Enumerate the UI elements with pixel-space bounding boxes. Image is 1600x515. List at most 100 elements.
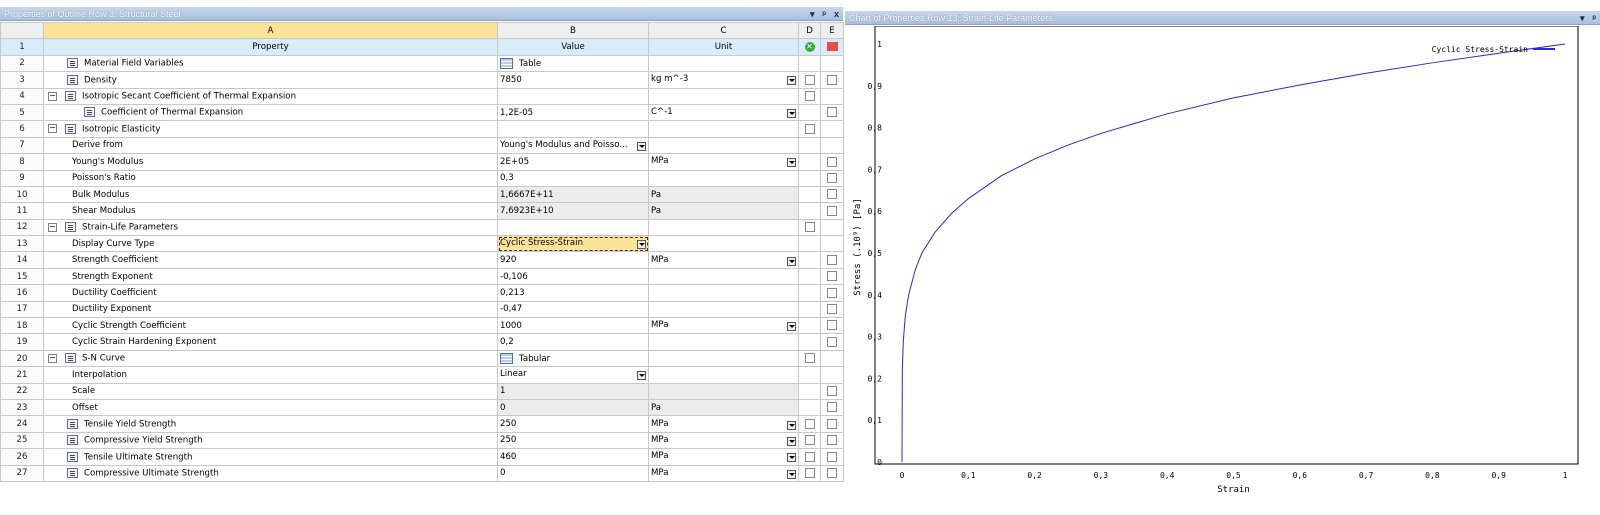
- checkbox-cell-e[interactable]: [820, 284, 844, 302]
- table-row[interactable]: 22 Scale 1: [0, 382, 844, 400]
- checkbox-cell-d[interactable]: [798, 103, 821, 122]
- property-cell[interactable]: − Isotropic Elasticity: [43, 120, 498, 138]
- checkbox[interactable]: [804, 91, 815, 101]
- checkbox-cell-e[interactable]: [820, 398, 844, 417]
- checkbox[interactable]: [804, 418, 815, 429]
- unit-cell[interactable]: Pa: [648, 398, 799, 417]
- pin-icon[interactable]: ᵖ: [822, 9, 826, 19]
- unit-cell[interactable]: MPa: [648, 153, 799, 171]
- checkbox[interactable]: [827, 74, 837, 85]
- property-cell[interactable]: Compressive Ultimate Strength: [43, 464, 498, 482]
- checkbox[interactable]: [804, 74, 815, 85]
- checkbox[interactable]: [827, 386, 837, 397]
- unit-cell[interactable]: MPa: [648, 431, 799, 450]
- value-cell[interactable]: 7850: [497, 71, 649, 89]
- unit-cell[interactable]: [648, 267, 799, 286]
- table-row[interactable]: 3 Density 7850 kg m^-3: [0, 71, 844, 89]
- checkbox-cell-d[interactable]: [798, 464, 821, 482]
- property-cell[interactable]: Strength Coefficient: [43, 251, 498, 269]
- checkbox[interactable]: [804, 123, 815, 134]
- property-cell[interactable]: Poisson's Ratio: [43, 169, 498, 187]
- checkbox-cell-d[interactable]: [798, 54, 821, 73]
- checkbox-cell-d[interactable]: [798, 71, 821, 89]
- property-cell[interactable]: Tensile Yield Strength: [43, 415, 498, 433]
- table-row[interactable]: 14 Strength Coefficient 920 MPa: [0, 251, 844, 269]
- checkbox-cell-e[interactable]: [820, 317, 844, 335]
- checkbox-cell-d[interactable]: [798, 415, 821, 433]
- property-cell[interactable]: Offset: [43, 398, 498, 417]
- checkbox-cell-d[interactable]: [798, 251, 821, 269]
- checkbox[interactable]: [827, 402, 837, 413]
- checkbox-cell-e[interactable]: [820, 251, 844, 269]
- property-cell[interactable]: Compressive Yield Strength: [43, 431, 498, 450]
- table-row[interactable]: 10 Bulk Modulus 1,6667E+11 Pa: [0, 185, 844, 204]
- checkbox[interactable]: [804, 451, 815, 462]
- property-cell[interactable]: Strength Exponent: [43, 267, 498, 286]
- checkbox[interactable]: [804, 353, 815, 364]
- property-cell[interactable]: − Strain-Life Parameters: [43, 218, 498, 237]
- checkbox-cell-e[interactable]: [820, 169, 844, 187]
- checkbox[interactable]: [827, 156, 837, 167]
- unit-cell[interactable]: [648, 218, 799, 237]
- dropdown-arrow-icon[interactable]: [787, 76, 796, 86]
- checkbox-cell-e[interactable]: [820, 415, 844, 433]
- checkbox-cell-e[interactable]: [820, 103, 844, 122]
- table-row[interactable]: 13 Display Curve Type Cyclic Stress-Strain: [0, 235, 844, 253]
- table-row[interactable]: 15 Strength Exponent -0,106: [0, 267, 844, 286]
- checkbox-cell-e[interactable]: [820, 431, 844, 450]
- checkbox-cell-e[interactable]: [820, 349, 844, 368]
- value-cell[interactable]: [497, 87, 649, 105]
- checkbox[interactable]: [827, 107, 837, 118]
- checkbox[interactable]: [827, 451, 837, 462]
- value-cell[interactable]: 0: [497, 464, 649, 482]
- value-cell[interactable]: -0,106: [497, 267, 649, 286]
- table-row[interactable]: 19 Cyclic Strain Hardening Exponent 0,2: [0, 333, 844, 351]
- value-cell[interactable]: Young's Modulus and Poisso...: [497, 136, 649, 155]
- collapse-toggle-icon[interactable]: −: [48, 352, 57, 363]
- value-cell[interactable]: Cyclic Stress-Strain: [497, 235, 649, 253]
- unit-cell[interactable]: kg m^-3: [648, 71, 799, 89]
- table-row[interactable]: 7 Derive from Young's Modulus and Poisso..…: [0, 136, 844, 155]
- value-cell[interactable]: 920: [497, 251, 649, 269]
- property-cell[interactable]: Shear Modulus: [43, 202, 498, 220]
- checkbox[interactable]: [804, 467, 815, 478]
- checkbox-cell-e[interactable]: [820, 71, 844, 89]
- table-row[interactable]: 20− S-N Curve Tabular: [0, 349, 844, 368]
- checkbox-cell-d[interactable]: [798, 448, 821, 466]
- table-row[interactable]: 2 Material Field Variables Table: [0, 54, 844, 73]
- checkbox-cell-d[interactable]: [798, 431, 821, 450]
- unit-cell[interactable]: [648, 333, 799, 351]
- table-row[interactable]: 11 Shear Modulus 7,6923E+10 Pa: [0, 202, 844, 220]
- checkbox-cell-d[interactable]: [798, 169, 821, 187]
- table-row[interactable]: 24 Tensile Yield Strength 250 MPa: [0, 415, 844, 433]
- checkbox-cell-e[interactable]: [820, 464, 844, 482]
- checkbox[interactable]: [804, 435, 815, 446]
- property-cell[interactable]: − S-N Curve: [43, 349, 498, 368]
- checkbox-cell-e[interactable]: [820, 235, 844, 253]
- checkbox-cell-e[interactable]: [820, 202, 844, 220]
- checkbox-cell-e[interactable]: [820, 267, 844, 286]
- column-header-a[interactable]: A: [43, 21, 498, 40]
- value-cell[interactable]: 250: [497, 415, 649, 433]
- table-row[interactable]: 25 Compressive Yield Strength 250 MPa: [0, 431, 844, 450]
- checkbox-cell-e[interactable]: [820, 333, 844, 351]
- table-row[interactable]: 12− Strain-Life Parameters: [0, 218, 844, 237]
- unit-cell[interactable]: [648, 300, 799, 319]
- table-row[interactable]: 5 Coefficient of Thermal Expansion 1,2E-05…: [0, 103, 844, 122]
- checkbox[interactable]: [827, 189, 837, 200]
- checkbox[interactable]: [827, 320, 837, 331]
- table-row[interactable]: 8 Young's Modulus 2E+05 MPa: [0, 153, 844, 171]
- unit-cell[interactable]: Pa: [648, 185, 799, 204]
- property-cell[interactable]: Ductility Coefficient: [43, 284, 498, 302]
- unit-cell[interactable]: [648, 120, 799, 138]
- unit-cell[interactable]: MPa: [648, 464, 799, 482]
- checkbox[interactable]: [827, 287, 837, 298]
- value-cell[interactable]: 1000: [497, 317, 649, 335]
- column-header-c[interactable]: C: [648, 21, 799, 40]
- checkbox[interactable]: [827, 336, 837, 347]
- unit-cell[interactable]: MPa: [648, 251, 799, 269]
- checkbox[interactable]: [827, 172, 837, 183]
- dropdown-arrow-icon[interactable]: [787, 436, 796, 446]
- value-cell[interactable]: Linear: [497, 366, 649, 384]
- checkbox-cell-d[interactable]: [798, 87, 821, 105]
